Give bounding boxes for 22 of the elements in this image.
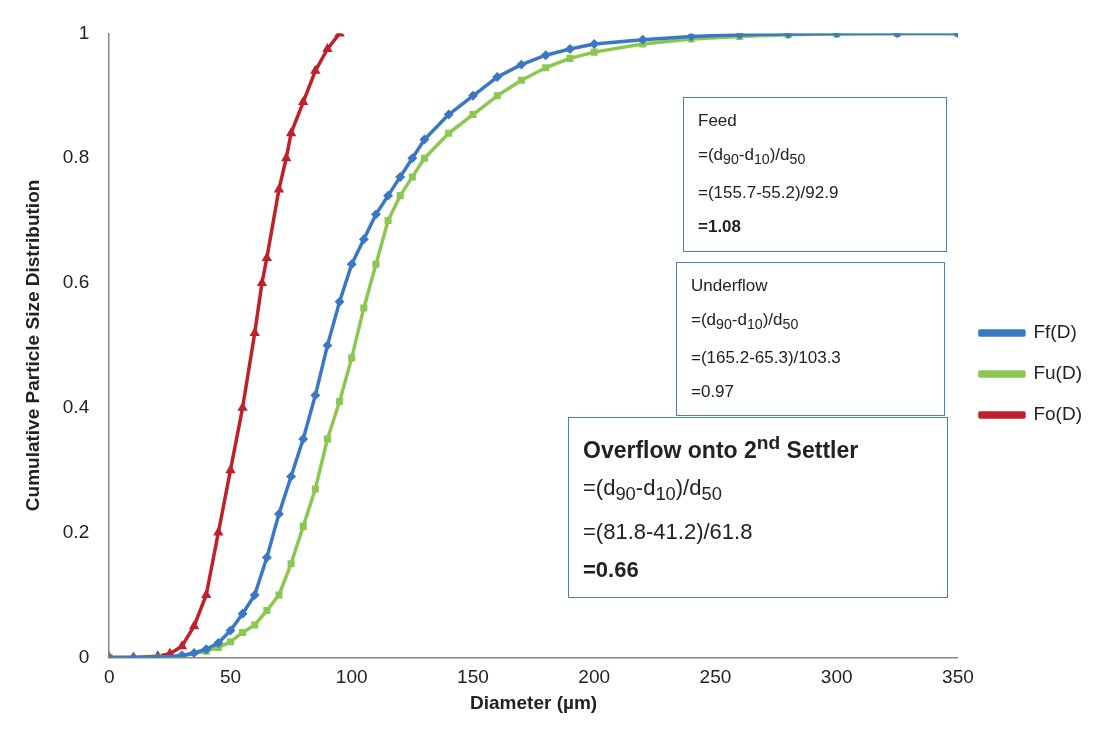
x-tick-label: 250: [699, 666, 732, 688]
y-tick-label: 1: [78, 21, 90, 43]
y-tick-label: 0.4: [62, 396, 90, 418]
x-tick-label: 350: [942, 666, 974, 688]
y-tick-label: 0.8: [62, 146, 90, 168]
legend-label: Fu(D): [1033, 362, 1083, 384]
x-axis-title: Diameter (µm): [470, 691, 598, 713]
x-tick-label: 300: [820, 666, 853, 688]
x-tick-label: 150: [457, 666, 489, 688]
x-tick-label: 200: [578, 666, 611, 688]
x-tick-label: 50: [219, 666, 242, 688]
legend-label: Fo(D): [1033, 403, 1083, 425]
text: Overflow onto 2$^{nd}$ Settler =(d$_{90}$-d$_{10}$)/d$_{50}$ =(81.8-41.2)/61.8 =0.66: [583, 432, 859, 583]
text: Underflow =(d$_{90}$-d$_{10}$)/d$_{50}$ =(165.2-65.3)/103.3 =0.97: [691, 276, 841, 402]
x-tick-label: 0: [103, 666, 115, 688]
text: Feed =(d$_{90}$-d$_{10}$)/d$_{50}$ =(155.7-55.2)/92.9 =1.08: [698, 111, 839, 237]
x-tick-label: 100: [335, 666, 368, 688]
y-tick-label: 0: [78, 645, 90, 667]
y-tick-label: 0.2: [62, 520, 90, 542]
legend-label: Ff(D): [1033, 321, 1077, 343]
y-axis-title: Cumulative Particle Size Distribution: [21, 179, 43, 512]
y-tick-label: 0.6: [62, 271, 90, 293]
